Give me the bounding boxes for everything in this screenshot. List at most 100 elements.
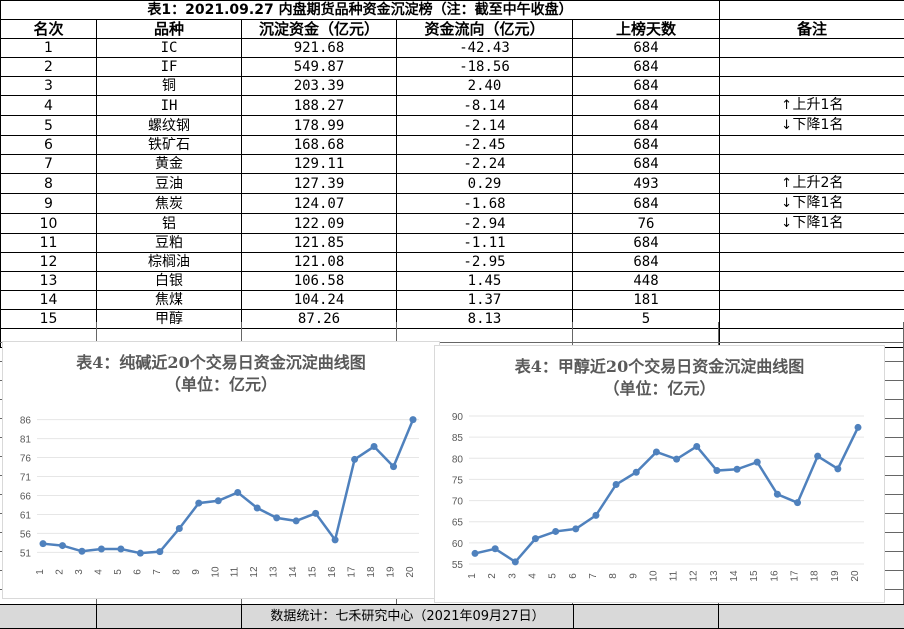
days-cell: 684 — [573, 234, 720, 253]
fund-cell: 203.39 — [242, 77, 397, 96]
flow-cell: -2.45 — [397, 136, 573, 155]
rank-cell: 15 — [1, 310, 97, 329]
name-cell: 焦炭 — [97, 194, 242, 214]
x-tick-label: 7 — [152, 569, 163, 575]
x-tick-label: 1 — [35, 569, 46, 575]
data-point — [532, 535, 539, 542]
x-tick-label: 3 — [507, 573, 518, 579]
data-point — [176, 525, 183, 532]
y-tick-label: 66 — [20, 491, 32, 502]
note-text: 下降1名 — [793, 117, 844, 133]
footer-bar: 数据统计：七禾研究中心（2021年09月27日） — [0, 604, 904, 629]
days-cell: 684 — [573, 96, 720, 116]
x-tick-label: 4 — [527, 573, 538, 579]
y-tick-label: 90 — [452, 412, 464, 423]
days-cell: 684 — [573, 39, 720, 58]
y-tick-label: 75 — [452, 475, 464, 486]
data-point — [552, 528, 559, 535]
y-tick-label: 71 — [20, 473, 32, 484]
y-tick-label: 61 — [20, 510, 32, 521]
data-point — [117, 545, 124, 552]
series-line — [475, 427, 858, 561]
line-chart-svg: 表4：纯碱近20个交易日资金沉淀曲线图（单位：亿元）51566166717681… — [3, 342, 439, 598]
days-cell: 684 — [573, 253, 720, 272]
arrow-up-icon: ↑ — [781, 175, 793, 193]
x-tick-label: 3 — [74, 569, 85, 575]
data-point — [332, 536, 339, 543]
note-cell: ↑上升1名 — [720, 96, 904, 116]
note-text: 上升1名 — [793, 97, 844, 113]
x-tick-label: 20 — [405, 566, 416, 578]
header-row: 名次 品种 沉淀资金（亿元） 资金流向（亿元） 上榜天数 备注 — [1, 20, 904, 39]
x-tick-label: 16 — [327, 566, 338, 578]
note-cell — [720, 234, 904, 253]
table-title-row: 表1：2021.09.27 内盘期货品种资金沉淀榜（注：截至中午收盘） — [1, 1, 904, 20]
x-tick-label: 19 — [386, 566, 397, 578]
rank-cell: 5 — [1, 116, 97, 136]
data-point — [734, 466, 741, 473]
data-point — [351, 456, 358, 463]
data-point — [254, 505, 261, 512]
fund-cell: 106.58 — [242, 272, 397, 291]
name-cell: 棕榈油 — [97, 253, 242, 272]
name-cell: 黄金 — [97, 155, 242, 174]
days-cell: 684 — [573, 155, 720, 174]
name-cell: 铝 — [97, 214, 242, 234]
y-tick-label: 85 — [452, 433, 464, 444]
x-tick-label: 2 — [54, 569, 65, 575]
rank-cell: 14 — [1, 291, 97, 310]
flow-cell: 8.13 — [397, 310, 573, 329]
rank-cell: 13 — [1, 272, 97, 291]
rank-cell: 7 — [1, 155, 97, 174]
data-point — [754, 459, 761, 466]
name-cell: 白银 — [97, 272, 242, 291]
flow-cell: -42.43 — [397, 39, 573, 58]
data-point — [492, 545, 499, 552]
days-cell: 448 — [573, 272, 720, 291]
x-tick-label: 20 — [850, 570, 861, 582]
y-tick-label: 70 — [452, 497, 464, 508]
data-point — [312, 510, 319, 517]
x-tick-label: 18 — [810, 570, 821, 582]
rank-cell: 10 — [1, 214, 97, 234]
note-text: 下降1名 — [793, 215, 844, 231]
rank-cell: 11 — [1, 234, 97, 253]
x-tick-label: 12 — [689, 570, 700, 582]
y-tick-label: 76 — [20, 454, 32, 465]
y-tick-label: 60 — [452, 539, 464, 550]
chart-subtitle: （单位：亿元） — [603, 379, 715, 398]
data-point — [215, 497, 222, 504]
data-point — [371, 443, 378, 450]
chart-title: 表4：纯碱近20个交易日资金沉淀曲线图 — [75, 353, 365, 372]
x-tick-label: 11 — [669, 570, 680, 581]
data-point — [673, 456, 680, 463]
fund-cell: 549.87 — [242, 58, 397, 77]
arrow-up-icon: ↑ — [781, 97, 793, 115]
flow-cell: -8.14 — [397, 96, 573, 116]
fund-cell: 921.68 — [242, 39, 397, 58]
rank-cell: 1 — [1, 39, 97, 58]
data-point — [410, 416, 417, 423]
ranking-table: 表1：2021.09.27 内盘期货品种资金沉淀榜（注：截至中午收盘） 名次 品… — [0, 0, 904, 348]
name-cell: 螺纹钢 — [97, 116, 242, 136]
note-cell: ↓下降1名 — [720, 116, 904, 136]
y-tick-label: 86 — [20, 416, 32, 427]
data-point — [273, 514, 280, 521]
note-text: 下降1名 — [793, 195, 844, 211]
data-point — [713, 467, 720, 474]
data-point — [653, 448, 660, 455]
flow-cell: 1.45 — [397, 272, 573, 291]
x-tick-label: 19 — [830, 570, 841, 582]
fund-cell: 129.11 — [242, 155, 397, 174]
name-cell: 焦煤 — [97, 291, 242, 310]
